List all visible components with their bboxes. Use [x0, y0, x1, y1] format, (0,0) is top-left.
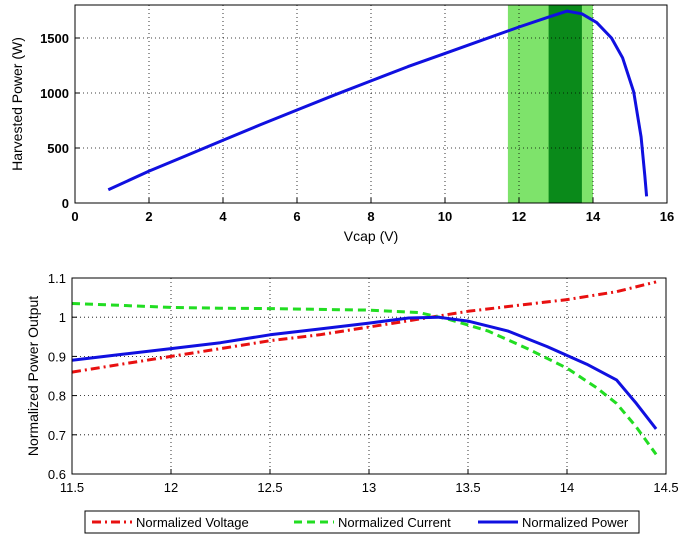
top-y-axis-label: Harvested Power (W) — [9, 37, 25, 171]
series-line-normalized-power — [71, 315, 658, 430]
x-tick-label: 10 — [438, 209, 452, 224]
y-tick-label: 0.8 — [48, 389, 66, 404]
legend-label: Normalized Power — [522, 515, 629, 530]
legend-label: Normalized Voltage — [136, 515, 249, 530]
y-tick-label: 1.1 — [48, 271, 66, 286]
y-tick-label: 1 — [59, 310, 66, 325]
top-x-axis-label: Vcap (V) — [344, 228, 398, 244]
y-tick-label: 0 — [62, 196, 69, 211]
x-tick-label: 8 — [367, 209, 374, 224]
x-tick-label: 13.5 — [455, 480, 480, 495]
x-tick-label: 13 — [362, 480, 376, 495]
series-line-0 — [107, 9, 649, 197]
x-tick-label: 16 — [660, 209, 674, 224]
x-tick-label: 12.5 — [257, 480, 282, 495]
highlight-band — [548, 5, 582, 203]
y-tick-label: 0.9 — [48, 349, 66, 364]
bottom-y-axis-label: Normalized Power Output — [25, 296, 41, 456]
x-tick-label: 4 — [219, 209, 227, 224]
x-tick-label: 2 — [145, 209, 152, 224]
x-tick-label: 14.5 — [653, 480, 678, 495]
x-tick-label: 6 — [293, 209, 300, 224]
y-tick-label: 0.6 — [48, 467, 66, 482]
x-tick-label: 12 — [512, 209, 526, 224]
legend-label: Normalized Current — [338, 515, 451, 530]
series-line-normalized-voltage — [71, 280, 657, 374]
bottom-plot-area — [72, 278, 666, 474]
x-tick-label: 0 — [71, 209, 78, 224]
series-line-normalized-current — [71, 302, 658, 456]
x-tick-label: 11.5 — [60, 480, 84, 495]
y-tick-label: 1500 — [40, 31, 69, 46]
legend-box — [84, 510, 640, 534]
y-tick-label: 0.7 — [48, 428, 66, 443]
y-tick-label: 1000 — [40, 86, 69, 101]
legend: Normalized Voltage Normalized Current Norm… — [84, 510, 640, 534]
y-tick-label: 500 — [47, 141, 69, 156]
x-tick-label: 14 — [586, 209, 601, 224]
x-tick-label: 14 — [560, 480, 574, 495]
bottom-chart: 11.5 12 12.5 13 13.5 14 14.5 0.60.70.80.911.1 … — [25, 271, 679, 495]
top-chart: 0 2 4 6 8 10 12 14 16 0 500 1000 1500 Vcap (V) Harv… — [9, 4, 674, 244]
x-tick-label: 12 — [164, 480, 178, 495]
